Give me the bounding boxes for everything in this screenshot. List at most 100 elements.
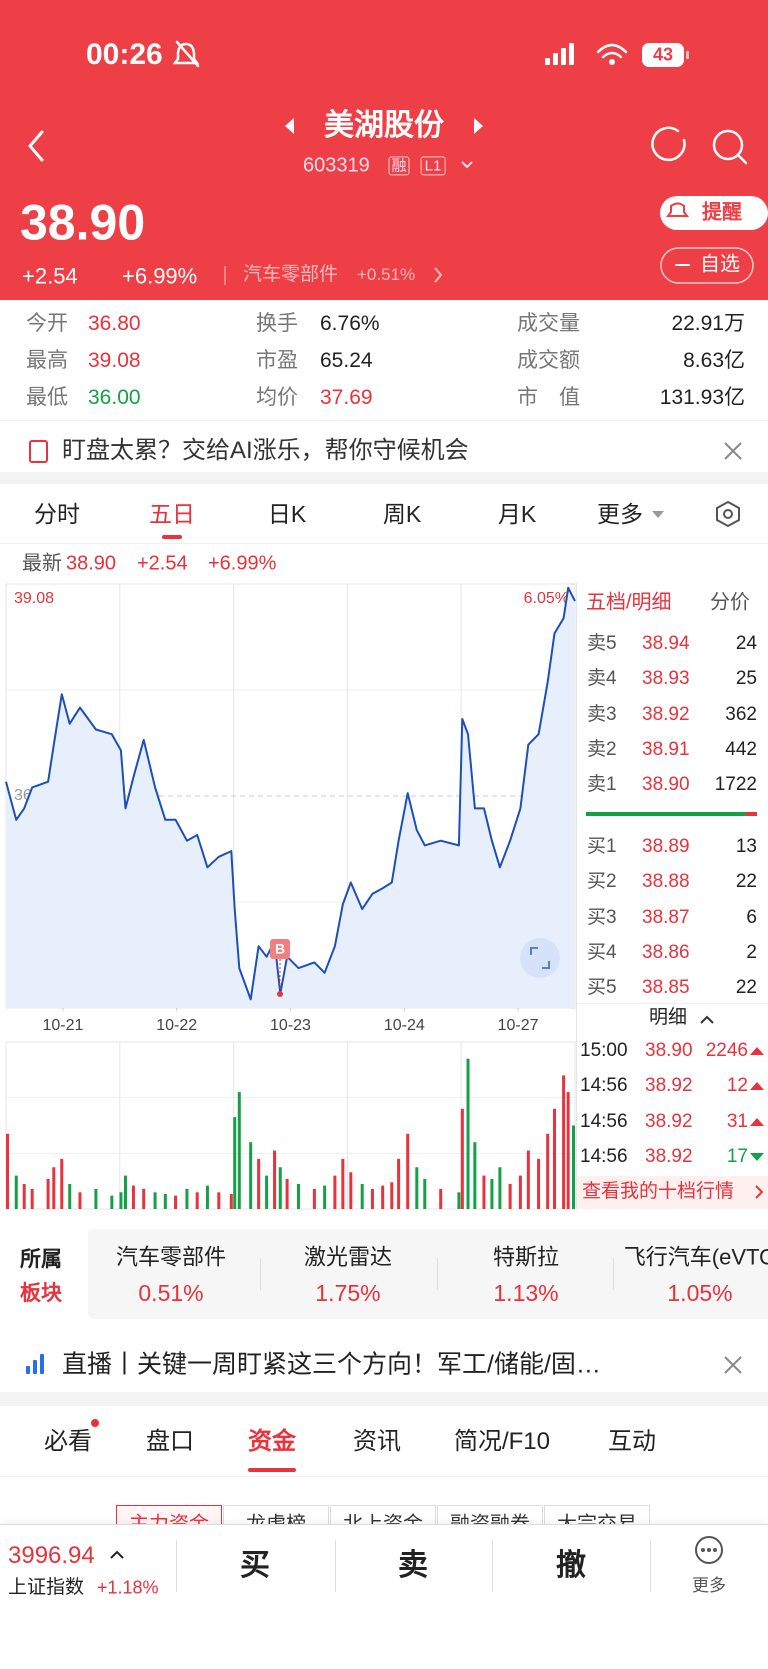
x-tick-label: 10-22 — [156, 1017, 197, 1034]
chart-tab[interactable]: 五日 — [149, 500, 195, 527]
volume-bar — [457, 1192, 461, 1209]
volume-bar — [78, 1192, 82, 1209]
sector-name[interactable]: 激光雷达 — [303, 1244, 393, 1270]
stat-label: 最高 — [26, 348, 68, 372]
buy-marker-label: B — [275, 941, 285, 957]
book-price: 38.90 — [642, 774, 690, 796]
bottom-divider — [650, 1540, 651, 1592]
trade-volume: 31 — [726, 1110, 748, 1132]
remind-button[interactable]: 提醒 — [702, 201, 742, 224]
live-banner[interactable]: 直播丨关键一周盯紧这三个方向！军工/储能/固… — [62, 1350, 601, 1379]
x-tick-label: 10-23 — [270, 1017, 311, 1034]
stat-value: 36.00 — [88, 385, 141, 409]
chart-settings[interactable] — [714, 500, 742, 528]
x-tick-label: 10-21 — [42, 1017, 83, 1034]
chart-tab[interactable]: 分时 — [34, 500, 80, 527]
sector-name[interactable]: 特斯拉 — [492, 1244, 560, 1270]
volume-bar — [381, 1185, 385, 1209]
sector-name[interactable]: 汽车零部件 — [115, 1244, 227, 1270]
volume-bar — [68, 1183, 72, 1209]
close-live[interactable] — [722, 1354, 744, 1376]
ratio-bar-buy — [586, 812, 746, 816]
info-tab[interactable]: 必看 — [44, 1428, 92, 1456]
header-background — [0, 0, 768, 300]
close-banner[interactable] — [722, 440, 744, 462]
remind-pill[interactable] — [660, 196, 768, 230]
volume-bar — [406, 1133, 410, 1209]
stat-value: 8.63亿 — [683, 348, 745, 372]
volume-bar — [229, 1193, 233, 1209]
buy-marker-dot — [277, 991, 283, 997]
latest-price: 38.90 — [66, 552, 117, 575]
volume-bar — [341, 1158, 345, 1209]
search-button[interactable] — [712, 129, 744, 161]
stat-value: 37.69 — [320, 385, 373, 409]
ten-level-bg[interactable] — [577, 1176, 768, 1209]
info-tab[interactable]: 盘口 — [146, 1428, 194, 1456]
sector-label: 板块 — [20, 1281, 62, 1305]
price-change-pct: +6.99% — [122, 263, 198, 289]
ten-level-link[interactable]: 查看我的十档行情 — [582, 1181, 735, 1203]
bottom-divider — [492, 1540, 493, 1592]
latest-change: +2.54 — [137, 552, 188, 575]
sector-pct: 0.51% — [138, 1279, 204, 1306]
stat-label: 最低 — [26, 385, 68, 409]
chart-tab[interactable]: 日K — [267, 500, 307, 527]
volume-bar — [22, 1183, 26, 1209]
stat-label: 成交量 — [517, 311, 580, 335]
sector-name[interactable]: 汽车零部件 — [243, 264, 339, 286]
more-button[interactable]: 更多 — [692, 1576, 726, 1596]
y-tick-label: 39.08 — [14, 590, 54, 607]
watch-pill[interactable] — [660, 247, 754, 284]
cancel-button[interactable]: 撤 — [556, 1548, 586, 1582]
chart-tab[interactable]: 更多 — [597, 500, 643, 527]
detail-title[interactable]: 明细 — [648, 1007, 688, 1029]
order-tab[interactable]: 五档/明细 — [586, 591, 672, 614]
volume-bar — [30, 1188, 34, 1209]
volume-bar — [233, 1117, 237, 1209]
volume-bar — [466, 1058, 470, 1209]
trade-volume: 2246 — [705, 1040, 748, 1062]
book-label: 买1 — [587, 836, 617, 858]
info-tab[interactable]: 互动 — [608, 1428, 656, 1456]
volume-bar — [123, 1175, 127, 1209]
detail-toggle — [700, 1012, 714, 1024]
price-line — [5, 586, 576, 1001]
volume-bar — [482, 1175, 486, 1209]
chart-tab[interactable]: 周K — [382, 500, 422, 527]
sell-button[interactable]: 卖 — [398, 1548, 428, 1582]
volume-bar — [153, 1192, 157, 1209]
back-button[interactable] — [28, 130, 44, 162]
book-label: 买3 — [587, 906, 617, 928]
stat-value: 22.91万 — [671, 311, 745, 335]
next-stock[interactable] — [474, 118, 483, 134]
fullscreen-button[interactable] — [520, 938, 560, 978]
volume-bar — [397, 1158, 401, 1209]
volume-bar — [14, 1175, 18, 1209]
book-volume: 2 — [746, 941, 757, 963]
watchlist-button[interactable]: 自选 — [700, 253, 740, 276]
last-price: 38.90 — [20, 194, 146, 251]
refresh-button[interactable] — [651, 126, 686, 162]
status-time: 00:26 — [86, 37, 163, 71]
sector-name[interactable]: 飞行汽车(eVTO — [623, 1244, 768, 1270]
chart-tab[interactable]: 月K — [497, 500, 537, 527]
info-tab[interactable]: 资金 — [248, 1428, 296, 1456]
trade-direction — [750, 1047, 764, 1055]
volume-bar — [52, 1167, 56, 1209]
ai-banner[interactable]: 盯盘太累？交给AI涨乐，帮你守候机会 — [62, 437, 469, 465]
info-tab[interactable]: 简况/F10 — [453, 1428, 551, 1456]
volume-bar — [460, 1108, 464, 1209]
index-name: 上证指数 — [8, 1577, 85, 1599]
buy-button[interactable]: 买 — [240, 1548, 270, 1582]
price-dist-tab[interactable]: 分价 — [710, 591, 750, 614]
prev-stock[interactable] — [285, 118, 294, 134]
sector-pct: 1.05% — [667, 1279, 733, 1306]
more-icon[interactable] — [694, 1535, 724, 1565]
badge-level: L1 — [420, 156, 446, 176]
info-tab[interactable]: 资讯 — [353, 1428, 401, 1456]
index-value[interactable]: 3996.94 — [8, 1542, 95, 1570]
tabs-divider — [0, 543, 768, 544]
volume-bar — [237, 1092, 241, 1209]
book-price: 38.89 — [642, 836, 690, 858]
